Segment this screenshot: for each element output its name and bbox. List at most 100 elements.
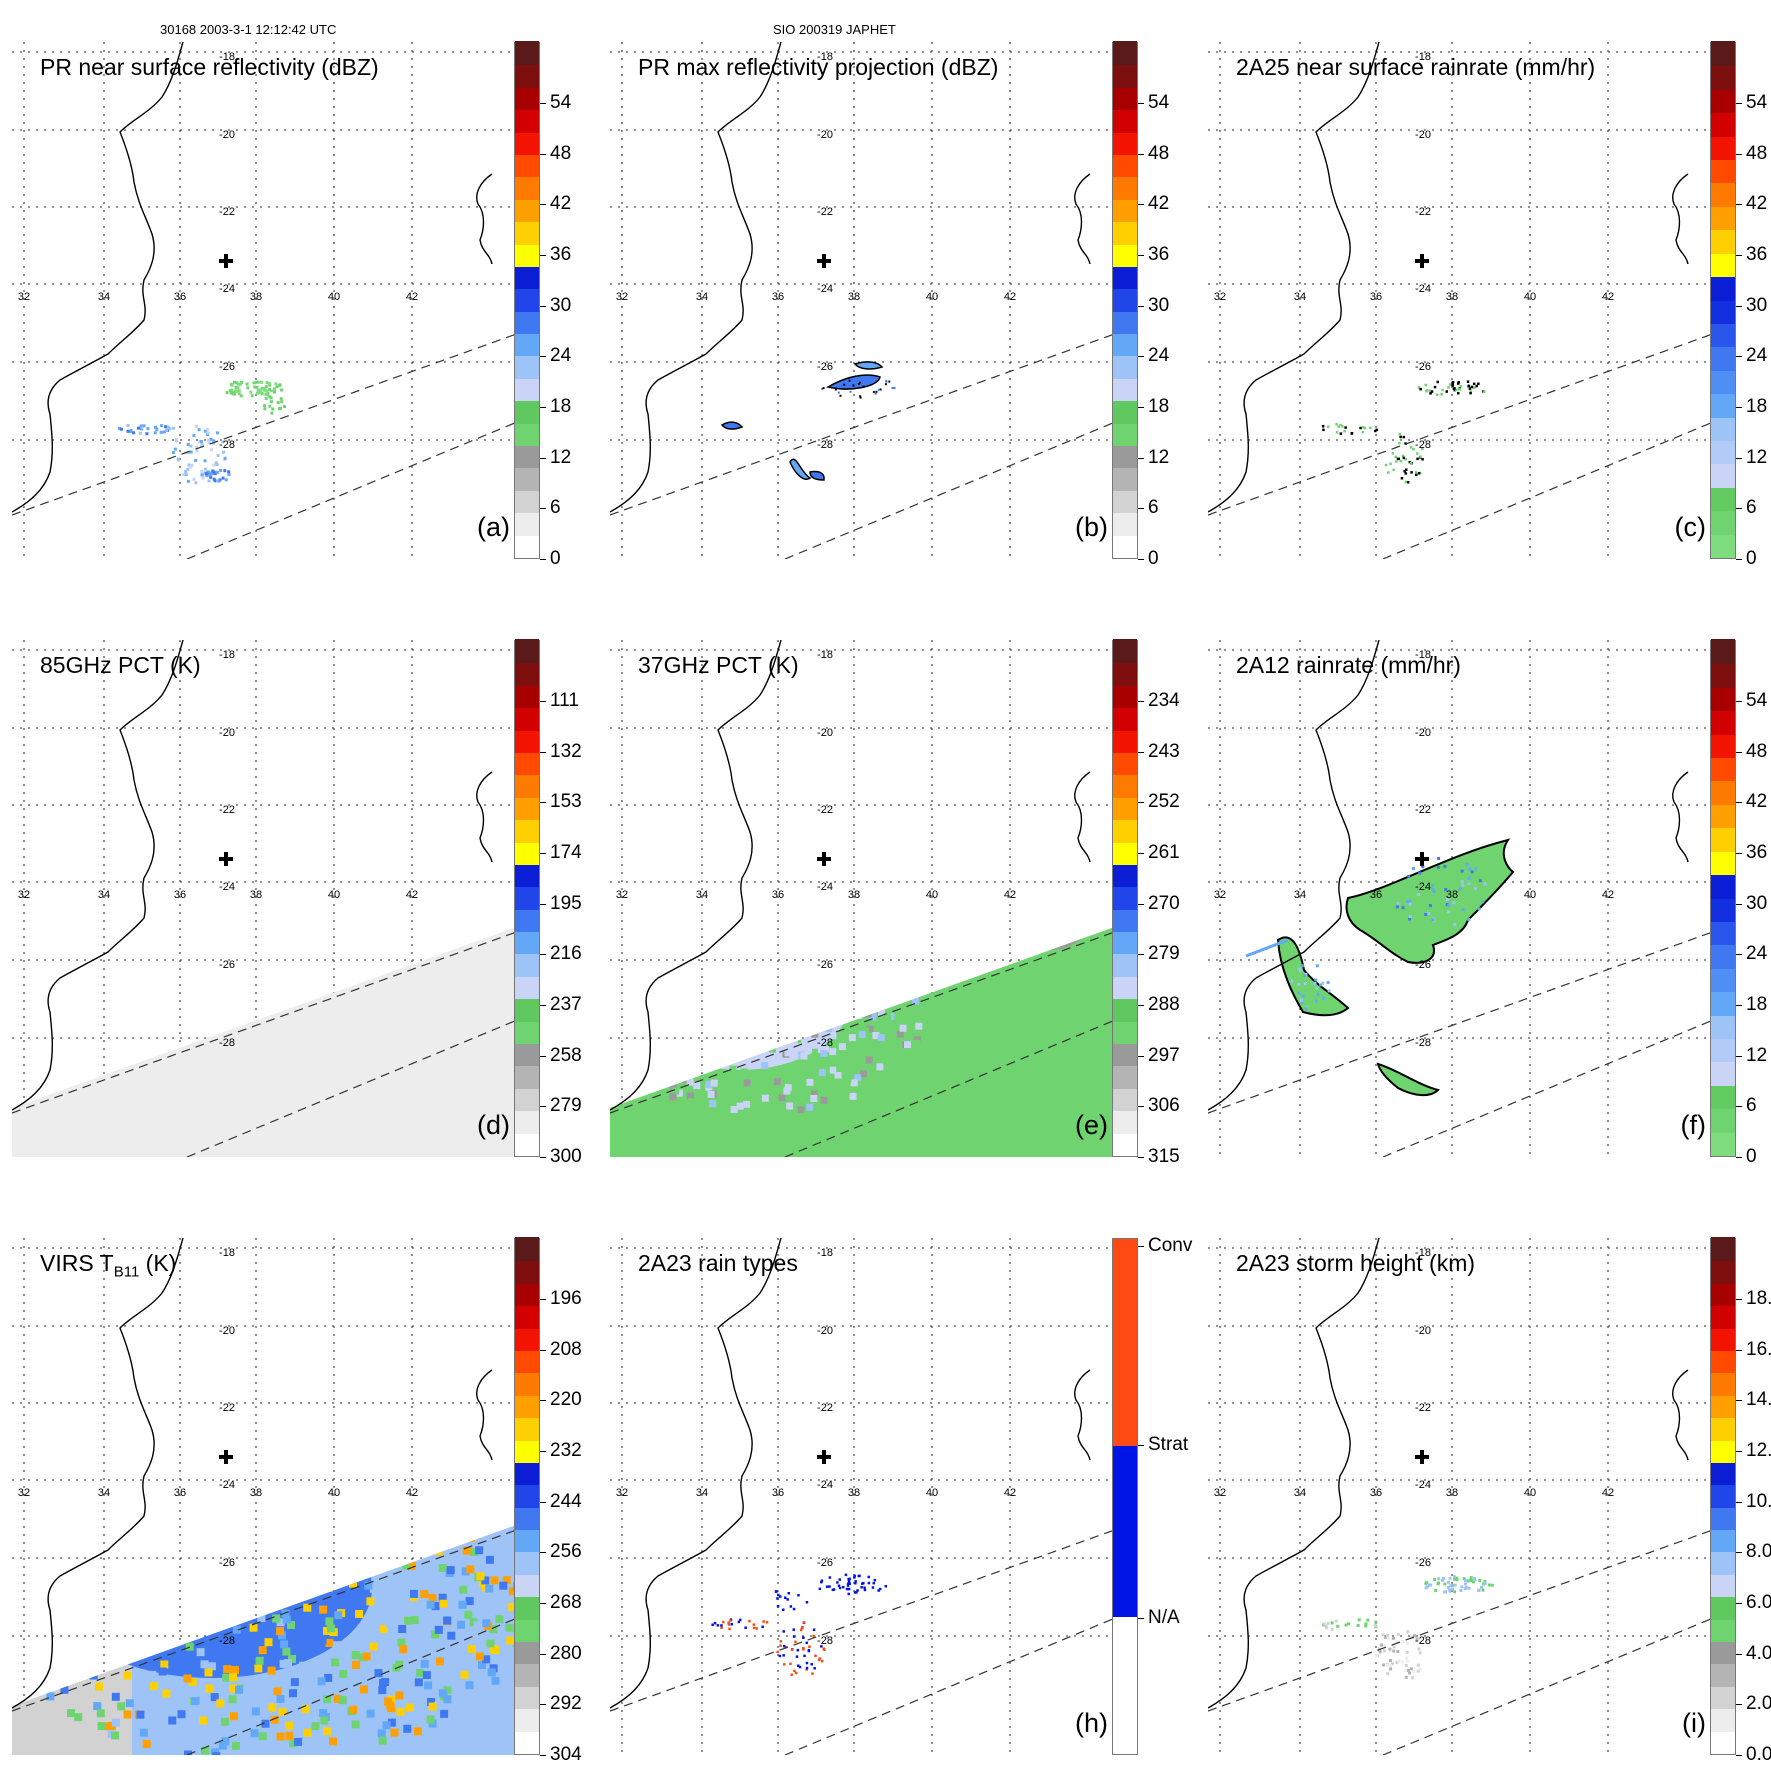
colorbar-g — [514, 1237, 540, 1755]
colorbar-segment — [1711, 1528, 1735, 1553]
colorbar-segment — [515, 1259, 539, 1284]
lat-label: -26 — [1415, 959, 1431, 971]
colorbar-segment — [1113, 796, 1137, 821]
storm-center-cross — [817, 852, 831, 866]
lon-label: 42 — [1004, 1487, 1016, 1499]
coastline — [12, 640, 184, 1111]
coastline — [610, 42, 782, 513]
colorbar-tick-label: 4.0 — [1735, 1642, 1771, 1664]
colorbar-segment — [515, 1087, 539, 1112]
colorbar-segment — [1711, 826, 1735, 852]
colorbar-segment — [1711, 662, 1735, 688]
colorbar-segment — [1113, 175, 1137, 200]
lat-label: -20 — [817, 1325, 833, 1337]
panel-title: 2A23 storm height (km) — [1236, 1250, 1476, 1276]
lat-label: -20 — [817, 129, 833, 141]
coastline — [610, 640, 782, 1111]
lon-label: 34 — [98, 1487, 110, 1499]
madagascar-coastline — [1672, 173, 1689, 265]
map-plot: 32 34 36 38 40 42 -18 -20 -22 -24 -26 -28 — [610, 42, 1120, 559]
lon-label: 36 — [174, 291, 186, 303]
colorbar-segment — [1113, 639, 1137, 664]
colorbar-segment — [1113, 220, 1137, 245]
lat-label: -18 — [817, 1247, 833, 1259]
panel-title: 2A23 rain types — [638, 1250, 798, 1276]
map-panel-b: 32 34 36 38 40 42 -18 -20 -22 -24 -26 -28 PR max ref… — [610, 42, 1120, 559]
colorbar-segment — [515, 287, 539, 312]
colorbar-tick-label: 244 — [540, 1490, 582, 1512]
colorbar-tick-label: 42 — [1137, 193, 1170, 215]
reflectivity-echoes — [720, 361, 896, 481]
lat-label: -24 — [1415, 881, 1431, 893]
storm-center-cross — [1415, 1450, 1429, 1464]
swath-edge-south — [186, 1017, 522, 1157]
colorbar-segment — [515, 1483, 539, 1508]
coastline — [1208, 42, 1380, 513]
colorbar-tick-label: 292 — [540, 1693, 582, 1715]
lon-label: 42 — [1004, 291, 1016, 303]
swath-edge-south — [784, 1615, 1120, 1755]
swath-edge-south — [1382, 419, 1718, 559]
colorbar-tick-label: 196 — [540, 1287, 582, 1309]
lon-label: 34 — [98, 889, 110, 901]
colorbar-segment — [515, 466, 539, 491]
colorbar-segment — [1711, 756, 1735, 782]
lon-label: 40 — [328, 889, 340, 901]
swath-edge-north — [610, 1527, 1120, 1712]
lon-label: 36 — [772, 1487, 784, 1499]
lon-label: 34 — [696, 291, 708, 303]
colorbar-segment — [1711, 1506, 1735, 1531]
colorbar-segment — [1711, 64, 1735, 90]
colorbar-segment — [515, 1020, 539, 1045]
colorbar-tick-label: 12.0 — [1736, 1440, 1771, 1462]
colorbar-segment — [515, 1237, 539, 1262]
colorbar-segment — [515, 1461, 539, 1486]
lat-label: -26 — [817, 361, 833, 373]
storm-center-cross — [817, 1450, 831, 1464]
lon-label: 34 — [1294, 1487, 1306, 1499]
colorbar-segment — [1711, 1707, 1735, 1732]
lat-label: -28 — [1415, 1037, 1431, 1049]
colorbar-tick-label: 0 — [1138, 548, 1159, 569]
colorbar-tick-label: 195 — [540, 892, 582, 914]
colorbar-segment — [1711, 298, 1735, 324]
colorbar-segment — [1113, 1132, 1137, 1156]
map-plot: 32 34 36 38 40 42 -18 -20 -22 -24 -26 -28 — [610, 640, 1120, 1157]
colorbar-tick-label: 30 — [1735, 294, 1768, 316]
madagascar-coastline — [1074, 1369, 1091, 1461]
colorbar-segment — [1711, 803, 1735, 829]
colorbar-tick-label: 24 — [1735, 943, 1768, 965]
map-plot: 32 34 36 38 40 42 -18 -20 -22 -24 -26 -28 — [1208, 1238, 1718, 1755]
colorbar-segment — [1711, 111, 1735, 137]
rain-type-echoes — [711, 1573, 887, 1676]
lon-label: 40 — [1524, 889, 1536, 901]
colorbar-segment — [1113, 1042, 1137, 1067]
virs-field — [12, 1523, 522, 1755]
colorbar-tick-label: 48 — [539, 142, 572, 164]
colorbar-b — [1112, 41, 1138, 559]
colorbar-segment — [1711, 181, 1735, 207]
colorbar-tick-label: 18.0 — [1736, 1288, 1771, 1310]
colorbar-segment — [1711, 686, 1735, 712]
colorbar-segment — [515, 773, 539, 798]
lon-label: 38 — [250, 291, 262, 303]
colorbar-segment — [1711, 1439, 1735, 1463]
colorbar-segment — [515, 1662, 539, 1687]
colorbar-segment — [1113, 706, 1137, 731]
colorbar-tick-label: 6 — [1138, 497, 1159, 519]
panel-title: PR max reflectivity projection (dBZ) — [638, 54, 999, 80]
panel-title: 2A25 near surface rainrate (mm/hr) — [1236, 54, 1596, 80]
colorbar-segment — [515, 243, 539, 267]
colorbar-segment — [1711, 462, 1735, 488]
lon-label: 40 — [1524, 1487, 1536, 1499]
colorbar-segment — [1113, 243, 1137, 267]
madagascar-coastline — [476, 771, 493, 863]
colorbar-tick-label: 36 — [1735, 841, 1768, 863]
lat-label: -18 — [817, 51, 833, 63]
colorbar-segment — [1711, 1282, 1735, 1307]
colorbar-i — [1710, 1237, 1736, 1755]
colorbar-segment — [515, 863, 539, 888]
lat-label: -20 — [817, 727, 833, 739]
colorbar-segment — [1113, 1238, 1137, 1446]
colorbar-tick-label: 12 — [539, 446, 572, 468]
